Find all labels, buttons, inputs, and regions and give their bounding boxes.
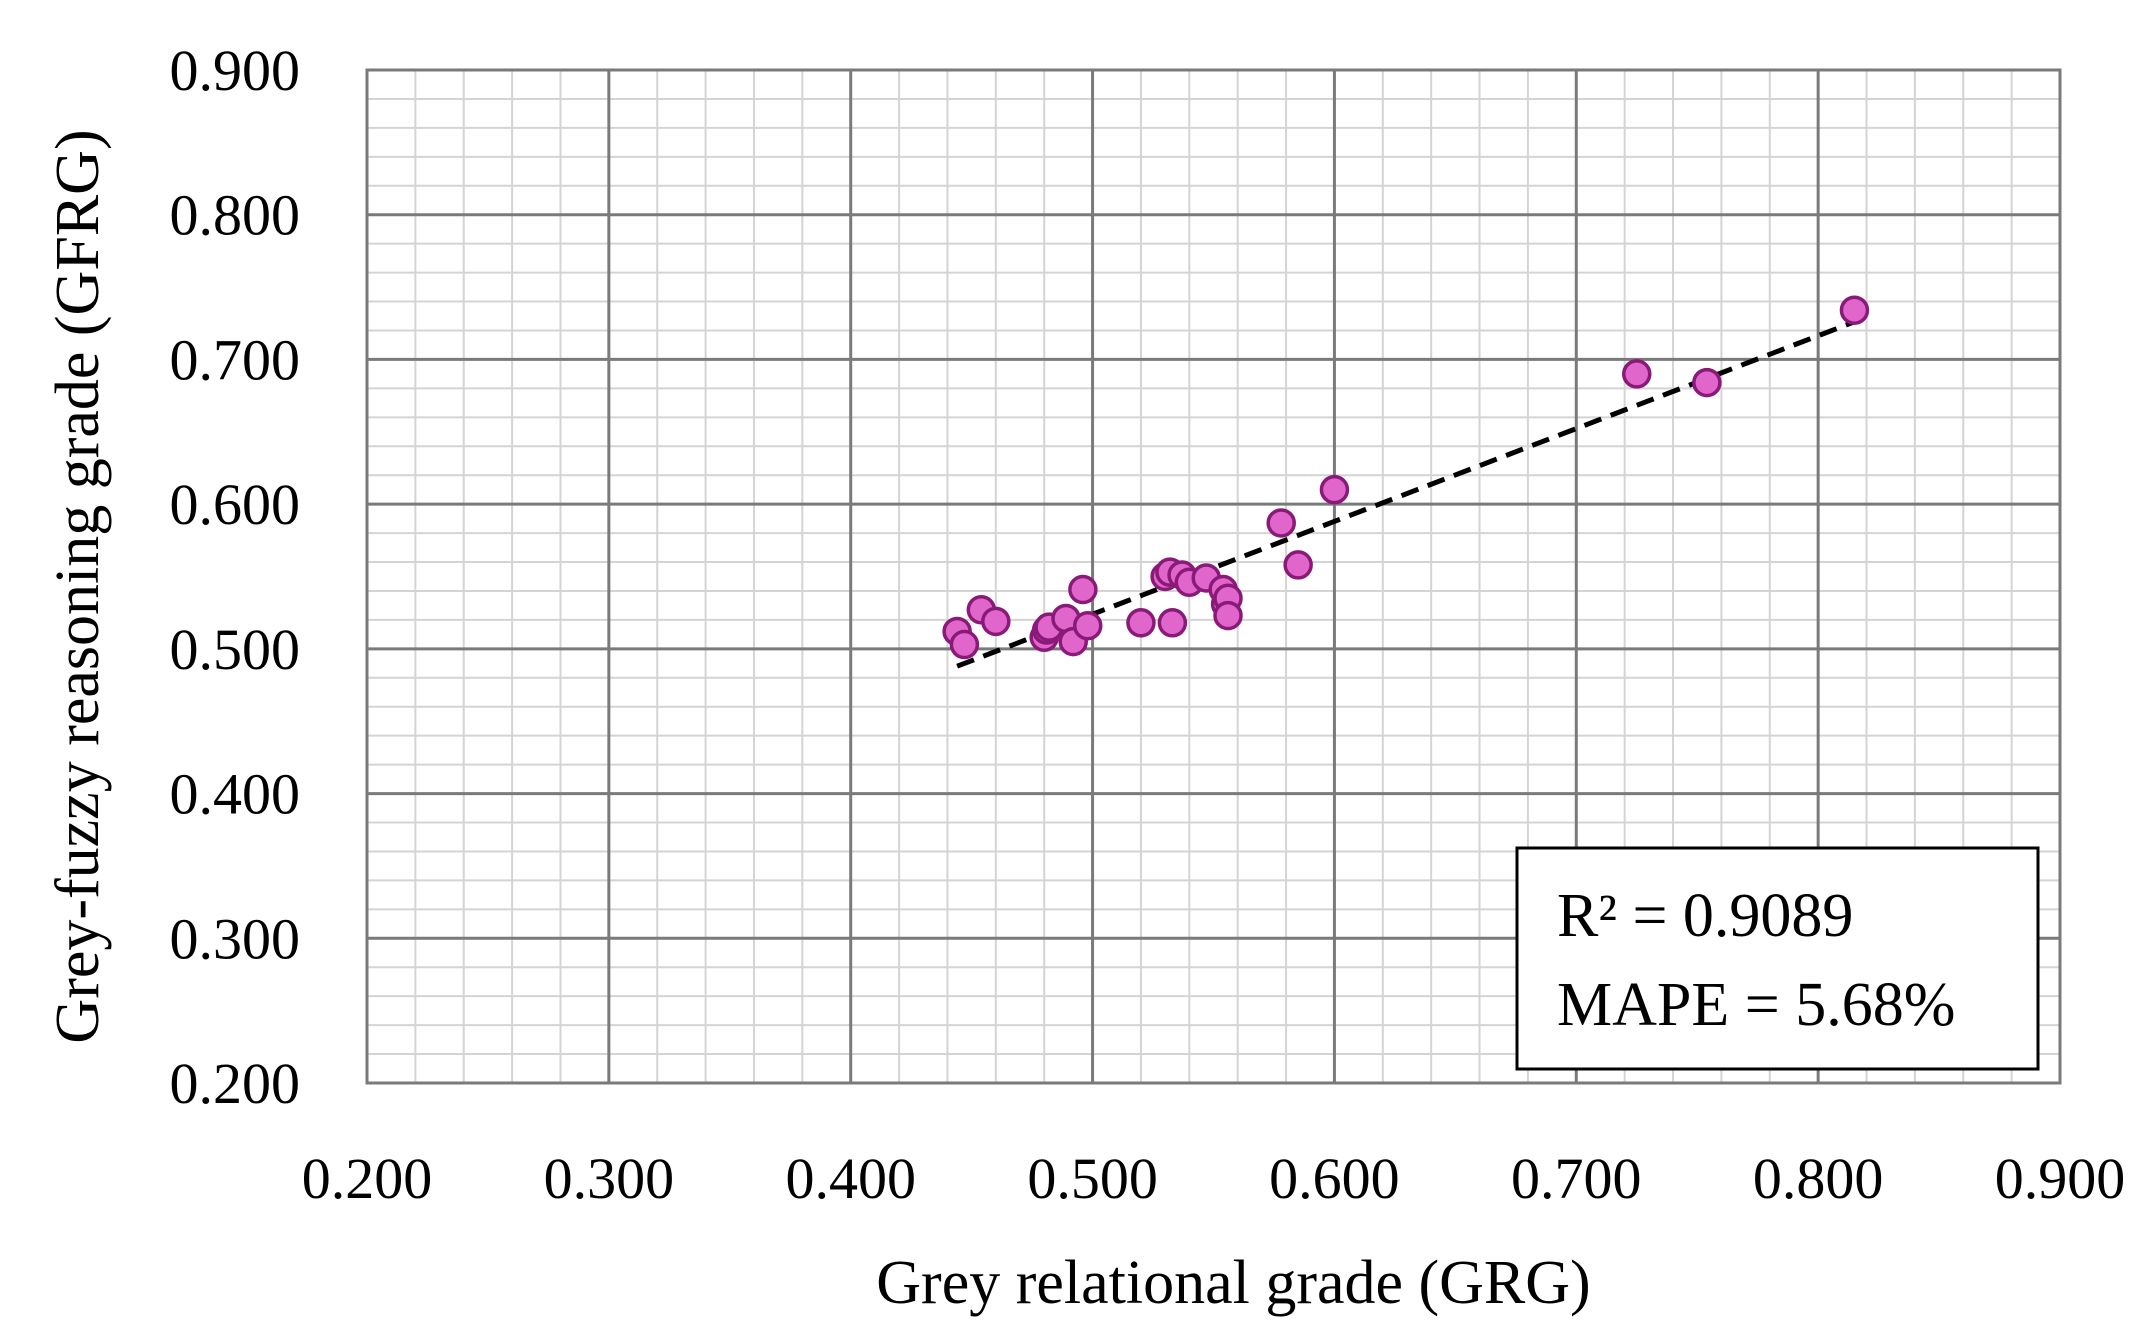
data-point — [1072, 610, 1103, 641]
data-point — [949, 629, 980, 660]
x-tick-label: 0.700 — [1511, 1146, 1642, 1211]
x-axis-title: Grey relational grade (GRG) — [876, 1249, 1590, 1317]
x-tick-label: 0.400 — [785, 1146, 916, 1211]
x-tick-label: 0.900 — [1995, 1146, 2126, 1211]
x-tick-label: 0.600 — [1269, 1146, 1400, 1211]
y-tick-label: 0.500 — [170, 617, 301, 682]
data-points — [942, 295, 1870, 660]
y-tick-label: 0.300 — [170, 906, 301, 971]
r-squared-label: R² = 0.9089 — [1557, 882, 1853, 950]
x-tick-labels: 0.200 0.300 0.400 0.500 0.600 0.700 0.800 0.900 — [302, 1146, 2126, 1211]
x-tick-label: 0.800 — [1753, 1146, 1884, 1211]
y-tick-label: 0.400 — [170, 762, 301, 827]
x-tick-label: 0.300 — [544, 1146, 675, 1211]
data-point — [1126, 608, 1156, 638]
data-point — [1213, 600, 1243, 631]
mape-label: MAPE = 5.68% — [1557, 971, 1955, 1039]
stats-annotation-box: R² = 0.9089 MAPE = 5.68% — [1515, 846, 2040, 1071]
y-tick-label: 0.600 — [170, 472, 301, 537]
y-tick-label: 0.200 — [170, 1051, 301, 1116]
y-axis-title: Grey-fuzzy reasoning grade (GFRG) — [44, 129, 112, 1043]
data-point — [1266, 508, 1296, 538]
annotation-frame — [1515, 846, 2040, 1071]
y-tick-labels: 0.200 0.300 0.400 0.500 0.600 0.700 0.800 0.900 — [170, 38, 301, 1116]
data-point — [1068, 574, 1098, 605]
data-point — [981, 606, 1011, 637]
data-point — [1692, 367, 1722, 398]
data-point — [1283, 550, 1313, 580]
y-tick-label: 0.900 — [170, 38, 301, 103]
x-tick-label: 0.500 — [1027, 1146, 1158, 1211]
data-point — [1319, 474, 1350, 505]
y-tick-label: 0.800 — [170, 183, 301, 248]
y-tick-label: 0.700 — [170, 327, 301, 392]
plot-area-frame — [365, 68, 2062, 1085]
data-point — [1622, 359, 1652, 389]
x-tick-label: 0.200 — [302, 1146, 433, 1211]
data-point — [1839, 295, 1870, 325]
major-gridlines — [367, 70, 2060, 1083]
data-point — [1157, 608, 1188, 638]
